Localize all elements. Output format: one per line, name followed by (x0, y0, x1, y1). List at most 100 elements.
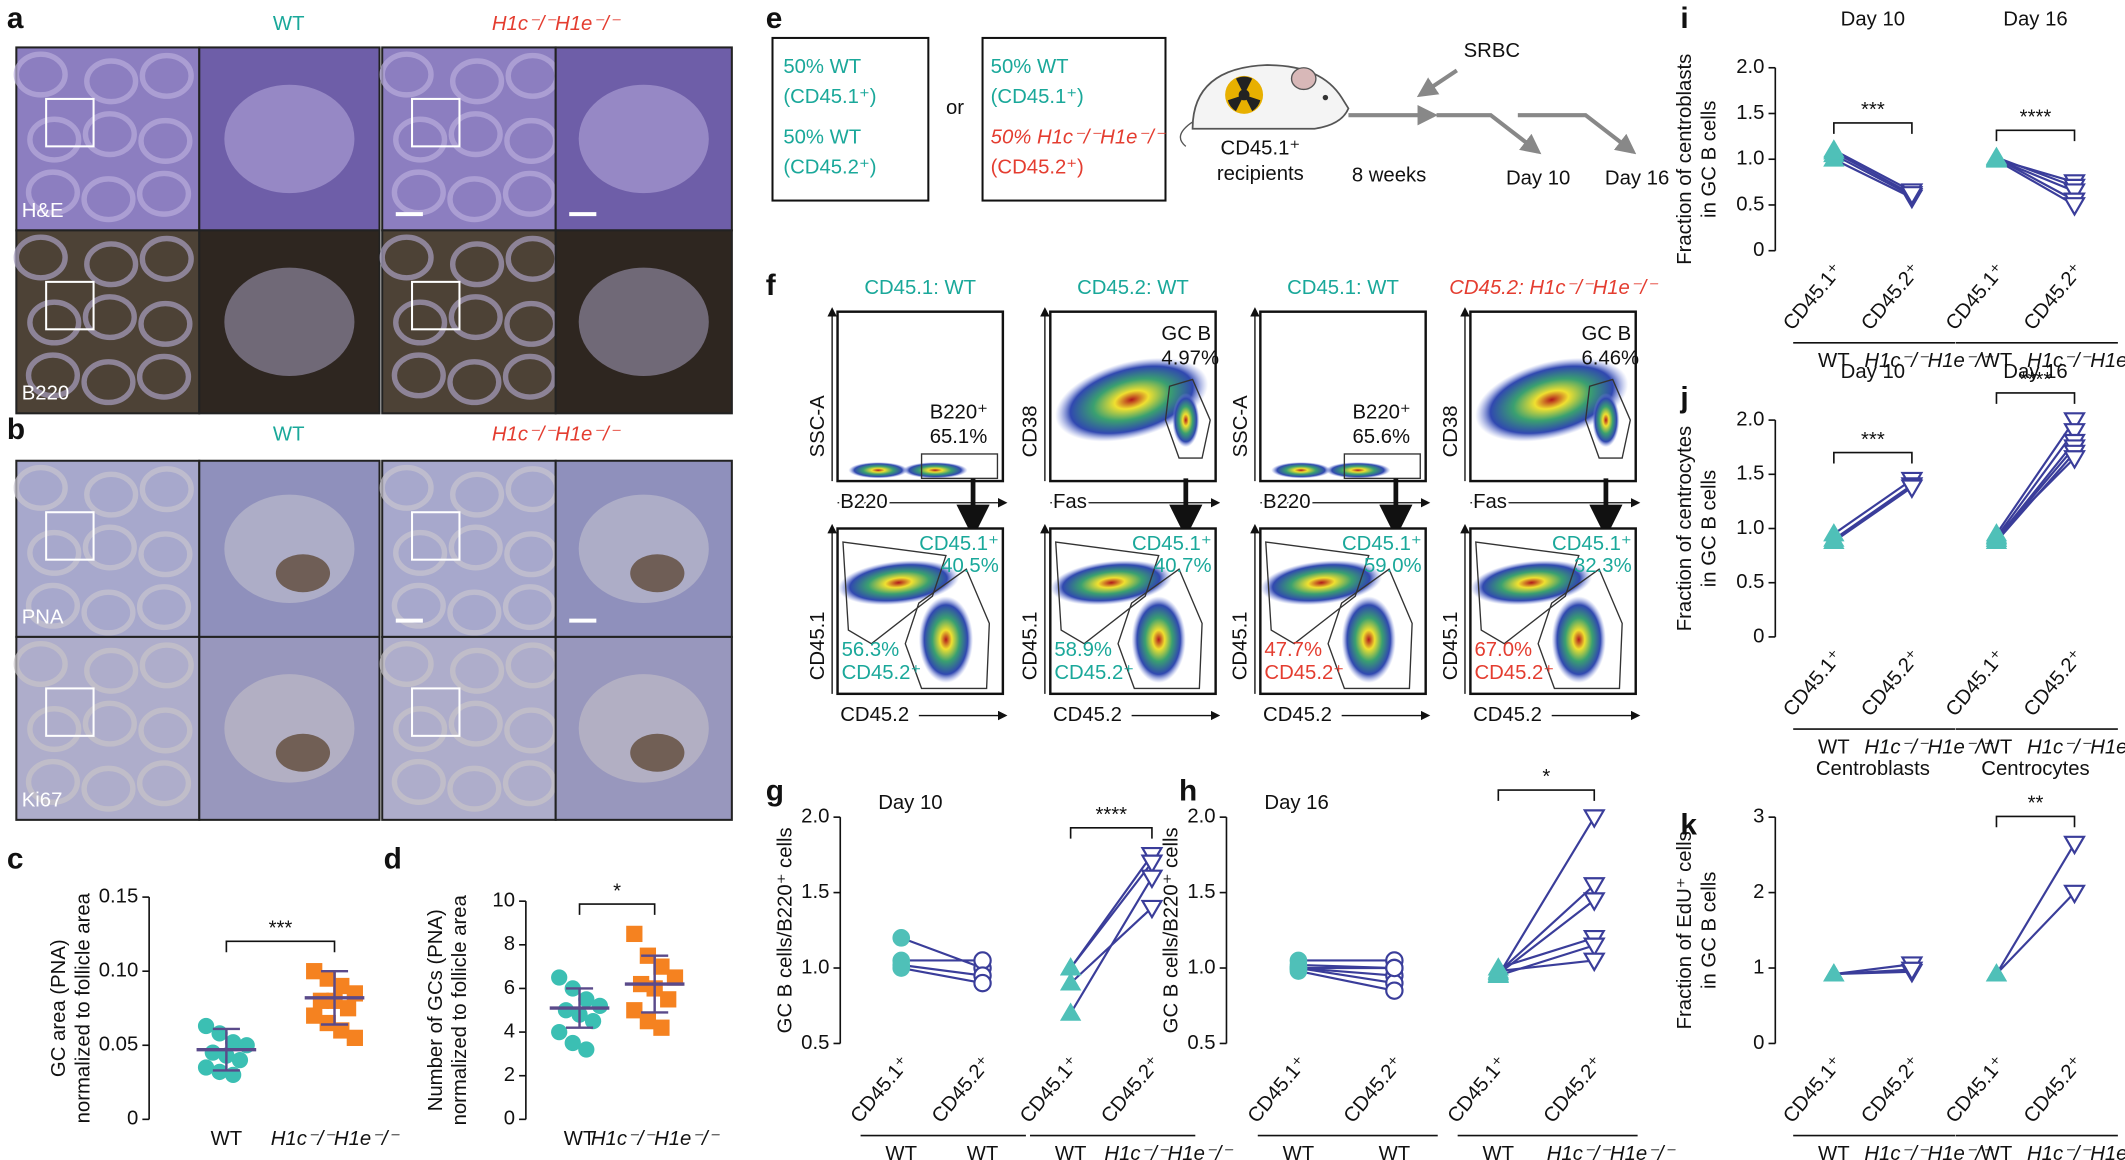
data-point (1823, 141, 1845, 160)
micrograph (198, 635, 381, 821)
inset-box (45, 687, 95, 737)
follicle (82, 524, 137, 571)
gate (1584, 378, 1632, 459)
data-point (892, 929, 911, 947)
follicle (25, 352, 81, 399)
recipients-text: recipients (1217, 163, 1304, 185)
y-tick-label: 0 (1753, 625, 1764, 647)
flow-plot (1259, 527, 1427, 696)
data-point (204, 1044, 221, 1061)
density (1341, 596, 1396, 683)
mix-box (981, 36, 1167, 202)
axis-label: SSC-A (1230, 395, 1252, 458)
data-point (346, 1029, 363, 1046)
follicle (391, 758, 446, 805)
genotype-label: H1c⁻/⁻H1e⁻/⁻ (1864, 1143, 1994, 1160)
genotype-label: WT (1818, 1143, 1850, 1160)
genotype-label: WT (273, 13, 305, 35)
pair-line (1833, 486, 1913, 543)
follicle (448, 294, 503, 341)
y-tick-label: 1.0 (801, 956, 829, 978)
x-tick-label: CD45.1⁺ (1444, 1052, 1512, 1127)
data-point (1582, 937, 1606, 958)
data-point (2063, 884, 2086, 905)
density (848, 462, 909, 479)
pair-line (901, 966, 983, 985)
mix-text: 50% WT (783, 56, 861, 78)
y-axis-label: in GC B cells (1699, 101, 1721, 218)
group-title: Day 16 (2003, 9, 2067, 31)
genotype-label: WT (1818, 736, 1850, 758)
follicle (448, 111, 503, 158)
y-axis-label: GC B cells/B220⁺ cells (774, 827, 796, 1033)
micrograph (379, 46, 560, 232)
gate-label: GC B (1161, 323, 1211, 345)
pair-line (1833, 153, 1913, 197)
micrograph-bg (381, 459, 557, 638)
x-tick-label: CD45.1⁺ (1942, 646, 2010, 721)
micrograph (198, 459, 381, 638)
follicle (82, 700, 137, 747)
x-tick-label: CD45.2⁺ (1857, 1052, 1925, 1127)
y-axis-label: in GC B cells (1699, 872, 1721, 989)
chart-title: Day 16 (1264, 792, 1328, 814)
inset-box (45, 511, 95, 561)
y-tick-label: 3 (1753, 806, 1764, 828)
mix-box (771, 36, 930, 202)
panel-letter: g (766, 775, 784, 808)
data-point (653, 1019, 670, 1036)
panel-letter: h (1179, 775, 1197, 808)
y-tick-label: 2.0 (1736, 56, 1764, 78)
germinal-center (630, 733, 685, 772)
density (1260, 560, 1383, 606)
gate (1164, 378, 1211, 459)
micrograph-bg (381, 46, 557, 232)
micrograph (13, 635, 201, 821)
genotype-label: H1c⁻/⁻H1e⁻/⁻ (2027, 1143, 2125, 1160)
y-axis-label: GC area (PNA) (48, 939, 70, 1077)
column-title: CD45.2: WT (1077, 277, 1189, 299)
x-tick-label: CD45.2⁺ (2020, 1052, 2088, 1127)
density (1551, 596, 1606, 683)
inset-box (411, 280, 461, 331)
data-point (1140, 869, 1164, 890)
y-axis-label: normalized to follicle area (449, 894, 471, 1125)
y-tick-label: 2.0 (1736, 408, 1764, 430)
data-point (339, 1000, 357, 1017)
axis-label: Fas (1473, 491, 1507, 513)
follicle (379, 464, 434, 511)
density (1271, 462, 1331, 479)
follicle (391, 582, 446, 629)
pair-line (1497, 899, 1595, 975)
arrow (1436, 113, 1542, 155)
significance-bracket (225, 940, 336, 953)
follicle (13, 464, 68, 511)
data-point (1487, 960, 1509, 979)
y-tick-label: 0.5 (801, 1032, 829, 1054)
group-title: Day 16 (2003, 361, 2067, 383)
group-title: Centroblasts (1816, 758, 1930, 780)
group-title: Day 10 (1841, 9, 1905, 31)
follicle (448, 700, 503, 747)
recipients-text: CD45.1⁺ (1221, 137, 1301, 159)
axis-label: CD38 (1020, 405, 1042, 457)
data-point (564, 1034, 581, 1052)
follicle (447, 176, 502, 223)
follicle (27, 299, 82, 346)
y-tick-label: 0.10 (99, 960, 139, 982)
data-point (639, 1013, 657, 1030)
gate-label: CD45.1⁺ (1132, 533, 1212, 555)
pair-line (1995, 842, 2076, 975)
follicle (578, 267, 709, 377)
data-point (1140, 899, 1164, 920)
y-tick-label: 1.5 (801, 881, 829, 903)
genotype-label: WT (1379, 1143, 1411, 1160)
x-tick-label: CD45.2⁺ (2020, 259, 2088, 334)
follicle (25, 582, 81, 629)
genotype-label: WT (1981, 350, 2013, 372)
pair-line (901, 963, 983, 977)
micrograph (198, 46, 381, 232)
data-point (1059, 1002, 1082, 1021)
panel-letter: c (7, 842, 24, 875)
